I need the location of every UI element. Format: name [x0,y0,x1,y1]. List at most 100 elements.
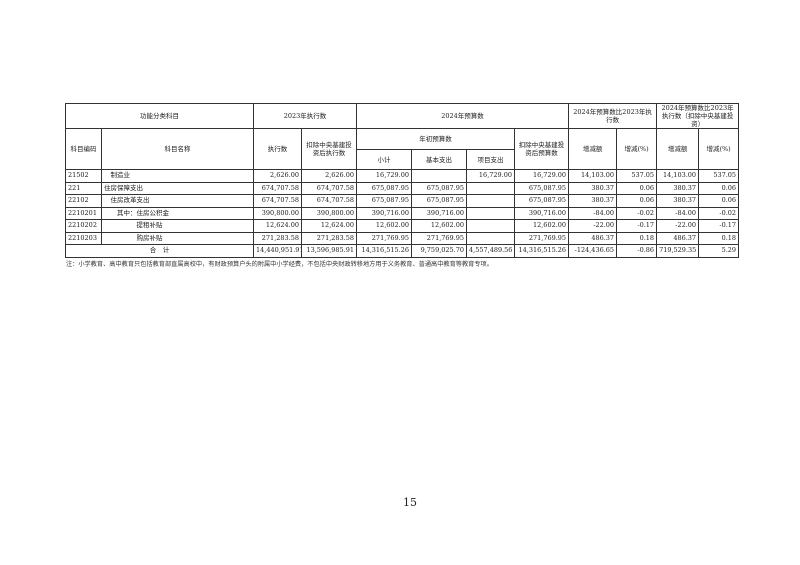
cell-code: 21502 [65,169,102,183]
cell-pct2: 0.06 [698,194,740,208]
header-func-category: 功能分类科目 [65,103,254,129]
cell-pct: 0.18 [616,231,658,245]
cell-exec-excl: 271,283.58 [300,231,358,245]
cell-pct: 0.06 [616,181,658,195]
cell-exec: 390,800.00 [253,206,302,220]
cell-pct2: 0.18 [698,231,740,245]
header-exec-excl: 扣除中央基建投资后执行数 [300,128,358,170]
cell-exec-excl: 2,626.00 [300,169,358,183]
cell-code: 2210202 [65,219,102,233]
cell-change2: 14,103.00 [656,169,700,183]
cell-change: -84.00 [568,206,618,220]
header-initial-budget: 年初预算数 [356,128,516,150]
header-subtotal: 小计 [356,149,413,170]
cell-change: -22.00 [568,219,618,233]
cell-subtotal: 390,716.00 [356,206,413,220]
header-budget-excl: 扣除中央基建投资后预算数 [514,128,570,170]
table-row: 22102 住房改革支出 674,707.58 674,707.58 675,087.… [65,194,740,208]
cell-project [466,194,516,208]
table-row: 221 住房保障支出 674,707.58 674,707.58 675,087.95 6… [65,181,740,195]
header-compare-excl: 2024年预算数比2023年执行数（扣除中央基建投资） [656,103,740,129]
cell-pct: -0.02 [616,206,658,220]
cell-basic: 271,769.95 [411,231,468,245]
cell-change2: 380.37 [656,181,700,195]
cell-project [466,231,516,245]
cell-budget-excl: 390,716.00 [514,206,570,220]
table-row: 2210202 提租补贴 12,624.00 12,624.00 12,602.00 1… [65,219,740,233]
cell-project: 16,729.00 [466,169,516,183]
table-row: 2210203 购房补贴 271,283.58 271,283.58 271,769.… [65,231,740,245]
cell-change2: 486.37 [656,231,700,245]
cell-exec-excl: 674,707.58 [300,194,358,208]
cell: 5.29 [698,244,740,258]
cell-exec: 674,707.58 [253,181,302,195]
cell-budget-excl: 16,729.00 [514,169,570,183]
cell-basic: 390,716.00 [411,206,468,220]
cell-exec-excl: 390,800.00 [300,206,358,220]
total-label: 合 计 [65,244,254,258]
cell-subtotal: 271,769.95 [356,231,413,245]
cell: 719,529.35 [656,244,700,258]
cell-budget-excl: 675,087.95 [514,181,570,195]
table-row: 2210201 其中：住房公积金 390,800.00 390,800.00 390,… [65,206,740,220]
footnote: 注：小学教育、高中教育只包括教育部直属高校中，有财政预算户头的附属中小学经费，不… [66,261,493,268]
cell-exec-excl: 12,624.00 [300,219,358,233]
cell-code: 221 [65,181,102,195]
cell-change: 486.37 [568,231,618,245]
cell-pct: -0.17 [616,219,658,233]
cell-change2: -22.00 [656,219,700,233]
cell-basic: 675,087.95 [411,194,468,208]
header-compare: 2024年预算数比2023年执行数 [568,103,658,129]
cell-budget-excl: 675,087.95 [514,194,570,208]
header-basic: 基本支出 [411,149,468,170]
budget-table: 功能分类科目 2023年执行数 2024年预算数 2024年预算数比2023年执… [65,103,740,258]
cell-pct: 0.06 [616,194,658,208]
cell-change: 380.37 [568,194,618,208]
header-project: 项目支出 [466,149,516,170]
cell: 14,316,515.26 [514,244,570,258]
header-change-pct: 增减(%) [616,128,658,170]
header-change-pct2: 增减(%) [698,128,740,170]
cell-basic: 675,087.95 [411,181,468,195]
cell-basic [411,169,468,183]
cell: 14,316,515.26 [356,244,413,258]
header-change2: 增减额 [656,128,700,170]
cell-change2: 380.37 [656,194,700,208]
cell-code: 2210203 [65,231,102,245]
header-change: 增减额 [568,128,618,170]
cell: -0.86 [616,244,658,258]
cell-pct2: -0.17 [698,219,740,233]
cell-exec-excl: 674,707.58 [300,181,358,195]
cell-pct2: -0.02 [698,206,740,220]
page-number: 15 [403,496,417,509]
cell-change: 14,103.00 [568,169,618,183]
table-row: 21502 制造业 2,626.00 2,626.00 16,729.00 16,729… [65,169,740,183]
header-code: 科目编码 [65,128,102,170]
cell-subtotal: 675,087.95 [356,194,413,208]
cell-pct2: 537.05 [698,169,740,183]
header-name: 科目名称 [101,128,254,170]
cell-subtotal: 12,602.00 [356,219,413,233]
cell-exec: 12,624.00 [253,219,302,233]
header-exec-2023: 2023年执行数 [252,103,358,129]
cell-exec: 2,626.00 [253,169,302,183]
cell-pct2: 0.06 [698,181,740,195]
cell-subtotal: 16,729.00 [356,169,413,183]
cell-budget-excl: 12,602.00 [514,219,570,233]
cell-name: 住房保障支出 [101,181,254,195]
cell-basic: 12,602.00 [411,219,468,233]
cell-code: 22102 [65,194,102,208]
cell-name: 提租补贴 [101,219,254,233]
cell-exec: 271,283.58 [253,231,302,245]
header-exec: 执行数 [253,128,302,170]
cell-name: 购房补贴 [101,231,254,245]
cell-budget-excl: 271,769.95 [514,231,570,245]
cell: 4,557,489.56 [466,244,516,258]
total-row: 合 计 14,440,951.91 13,596,985.91 14,316,5… [65,244,740,258]
cell-pct: 537.05 [616,169,658,183]
cell-project [466,181,516,195]
cell-change: 380.37 [568,181,618,195]
cell-name: 其中：住房公积金 [101,206,254,220]
cell-project [466,206,516,220]
cell: -124,436.65 [568,244,618,258]
